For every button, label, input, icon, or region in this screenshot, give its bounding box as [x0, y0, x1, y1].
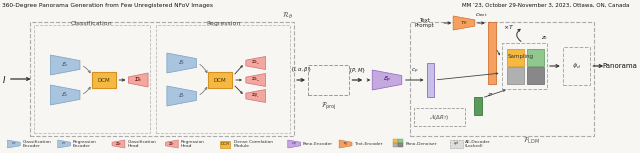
- Bar: [527, 67, 543, 84]
- Text: $\mathcal{R}_{\theta}$: $\mathcal{R}_{\theta}$: [282, 11, 293, 21]
- Bar: [563, 47, 590, 85]
- Bar: [156, 25, 291, 133]
- Bar: [398, 139, 403, 143]
- Text: $\mathcal{D}_{k_{s_0}}$: $\mathcal{D}_{k_{s_0}}$: [251, 76, 260, 84]
- Text: $z_0$: $z_0$: [541, 34, 548, 42]
- Polygon shape: [246, 56, 266, 69]
- Text: $\{I,\alpha,\beta\}$: $\{I,\alpha,\beta\}$: [291, 65, 312, 74]
- Bar: [33, 25, 150, 133]
- Text: $\varepsilon_c$: $\varepsilon_c$: [11, 141, 17, 147]
- Text: $\varepsilon_p$: $\varepsilon_p$: [291, 140, 297, 148]
- Text: DCR: DCR: [220, 142, 230, 146]
- Bar: [413, 108, 465, 126]
- Text: Pano-Encoder: Pano-Encoder: [303, 142, 333, 146]
- Text: $\varepsilon_r$: $\varepsilon_r$: [61, 141, 67, 147]
- Text: MM ’23, October 29-November 3, 2023, Ottawa, ON, Canada: MM ’23, October 29-November 3, 2023, Ott…: [462, 3, 630, 8]
- Polygon shape: [58, 140, 70, 148]
- Text: Regression
Encoder: Regression Encoder: [73, 140, 97, 148]
- Text: $I$: $I$: [2, 73, 6, 84]
- Text: $c_p$: $c_p$: [411, 67, 419, 76]
- Text: $z_T$: $z_T$: [487, 91, 494, 99]
- Bar: [474, 97, 482, 115]
- Text: $\mathcal{E}_c$: $\mathcal{E}_c$: [61, 61, 69, 69]
- Bar: [393, 139, 398, 143]
- Text: $\mathcal{F}_{\rm proj}$: $\mathcal{F}_{\rm proj}$: [321, 100, 337, 112]
- Polygon shape: [372, 70, 402, 90]
- Text: $\mathcal{F}_{\rm LDM}$: $\mathcal{F}_{\rm LDM}$: [523, 136, 540, 146]
- Text: $\mathcal{E}_p$: $\mathcal{E}_p$: [383, 75, 391, 85]
- Text: $\mathcal{E}_r$: $\mathcal{E}_r$: [178, 91, 186, 101]
- Bar: [450, 140, 463, 148]
- Bar: [488, 22, 495, 84]
- Polygon shape: [339, 140, 352, 148]
- Text: $\hat{\varphi}_d$: $\hat{\varphi}_d$: [453, 140, 460, 148]
- Bar: [527, 49, 543, 65]
- Text: $\tau_{\theta}$: $\tau_{\theta}$: [460, 19, 468, 27]
- Text: $\mathcal{D}_c$: $\mathcal{D}_c$: [115, 140, 122, 148]
- Polygon shape: [51, 85, 80, 105]
- Polygon shape: [246, 90, 266, 103]
- Polygon shape: [288, 140, 301, 148]
- Bar: [29, 22, 294, 136]
- Polygon shape: [112, 140, 125, 148]
- Text: $\{P,M\}$: $\{P,M\}$: [348, 67, 367, 75]
- Polygon shape: [165, 140, 178, 148]
- Text: Regression: Regression: [206, 21, 240, 26]
- Text: Pano-Denoiser: Pano-Denoiser: [406, 142, 437, 146]
- Polygon shape: [129, 73, 148, 87]
- Polygon shape: [167, 86, 196, 106]
- Text: Text-Encoder: Text-Encoder: [355, 142, 383, 146]
- Bar: [502, 43, 547, 89]
- Text: $\mathcal{D}_{\beta_k}$: $\mathcal{D}_{\beta_k}$: [252, 91, 260, 101]
- Text: $\mathcal{D}_r$: $\mathcal{D}_r$: [168, 140, 175, 148]
- Text: Dense Correlation
Module: Dense Correlation Module: [234, 140, 273, 148]
- Text: $\mathcal{D}_c$: $\mathcal{D}_c$: [134, 76, 143, 84]
- Text: $\mathcal{E}_c$: $\mathcal{E}_c$: [61, 91, 69, 99]
- Text: Sampling: Sampling: [508, 54, 533, 58]
- Bar: [410, 22, 595, 136]
- Bar: [92, 72, 115, 88]
- Text: $c_{\rm text}$: $c_{\rm text}$: [476, 11, 488, 19]
- Text: Classification: Classification: [71, 21, 113, 26]
- Bar: [220, 140, 230, 147]
- Text: DCM: DCM: [214, 78, 227, 82]
- Polygon shape: [51, 55, 80, 75]
- Bar: [398, 143, 403, 147]
- Bar: [507, 49, 524, 65]
- Bar: [308, 65, 349, 95]
- Text: $\mathcal{D}_{k_{s_1}}$: $\mathcal{D}_{k_{s_1}}$: [251, 59, 260, 67]
- Polygon shape: [8, 140, 20, 148]
- Bar: [208, 72, 232, 88]
- Text: Classification
Head: Classification Head: [127, 140, 156, 148]
- Text: Regression
Head: Regression Head: [180, 140, 205, 148]
- Bar: [393, 143, 398, 147]
- Polygon shape: [246, 73, 266, 86]
- Text: Panorama: Panorama: [603, 63, 637, 69]
- Text: $\times T$: $\times T$: [503, 23, 514, 31]
- Text: Text
Prompt: Text Prompt: [415, 18, 435, 28]
- Text: $\tau_{\theta}$: $\tau_{\theta}$: [342, 140, 349, 148]
- Polygon shape: [453, 16, 475, 30]
- Text: AE-Decoder
(Locked): AE-Decoder (Locked): [465, 140, 491, 148]
- Text: $\hat{\varphi}_d$: $\hat{\varphi}_d$: [572, 61, 581, 71]
- Text: DCM: DCM: [97, 78, 110, 82]
- Polygon shape: [167, 53, 196, 73]
- Bar: [426, 63, 435, 97]
- Bar: [507, 67, 524, 84]
- Text: $\mathcal{E}_r$: $\mathcal{E}_r$: [178, 59, 186, 67]
- Text: $\mathcal{A}(\Delta R_T)$: $\mathcal{A}(\Delta R_T)$: [429, 112, 450, 122]
- Text: Classification
Encoder: Classification Encoder: [22, 140, 52, 148]
- Text: 360-Degree Panorama Generation from Few Unregistered NFoV Images: 360-Degree Panorama Generation from Few …: [2, 3, 213, 8]
